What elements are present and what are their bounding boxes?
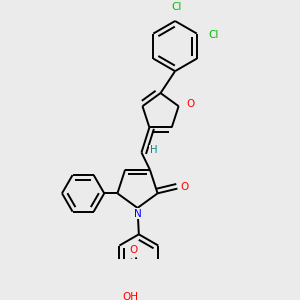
Text: OH: OH xyxy=(122,292,139,300)
Text: O: O xyxy=(186,99,195,109)
Text: O: O xyxy=(181,182,189,192)
Text: Cl: Cl xyxy=(209,30,219,40)
Text: O: O xyxy=(130,245,138,255)
Text: N: N xyxy=(134,209,142,219)
Text: H: H xyxy=(150,146,157,155)
Text: Cl: Cl xyxy=(171,2,182,11)
